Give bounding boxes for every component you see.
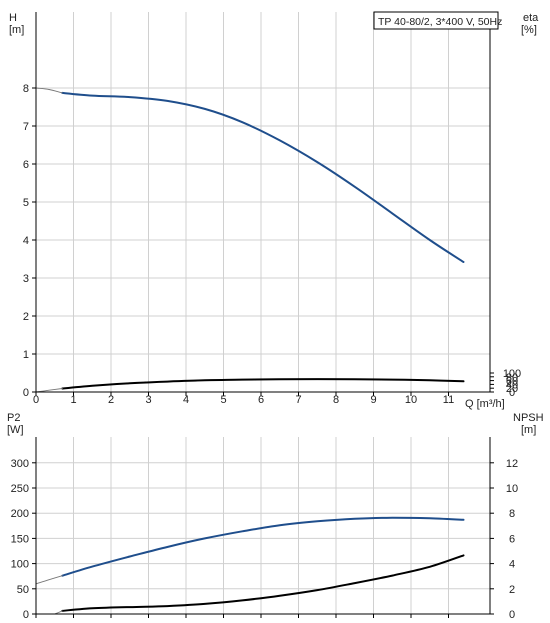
top-axes (32, 12, 494, 396)
series-line-npsh (61, 554, 465, 612)
series-line-p2 (61, 516, 465, 577)
x-tick-label: 7 (295, 394, 301, 406)
x-tick-label: 1 (70, 394, 76, 406)
x-tick-label: 3 (145, 394, 151, 406)
right-y-tick-label: 0 (509, 609, 515, 621)
x-tick-label: 5 (220, 394, 226, 406)
left-y-tick-label: 6 (23, 159, 29, 171)
top-right-axis-title: eta (523, 12, 539, 24)
right-y-tick-label: 60 (506, 376, 518, 388)
left-y-tick-label: 4 (23, 235, 29, 247)
top-curves (35, 87, 465, 393)
bottom-axes (32, 437, 494, 618)
right-y-tick-label: 10 (506, 483, 518, 495)
left-y-tick-label: 8 (23, 83, 29, 95)
right-y-tick-label: 0 (509, 387, 515, 399)
chart-title: TP 40-80/2, 3*400 V, 50Hz (378, 16, 502, 28)
bottom-left-axis-unit: [W] (7, 424, 24, 436)
bottom-grid (35, 437, 490, 615)
bottom-right-axis-unit: [m] (521, 424, 536, 436)
left-y-tick-label: 150 (11, 533, 29, 545)
right-y-tick-label: 100 (503, 368, 521, 380)
bottom-right-axis-title: NPSH (513, 412, 544, 424)
x-tick-label: 6 (258, 394, 264, 406)
left-y-tick-label: 200 (11, 508, 29, 520)
left-y-tick-label: 50 (17, 584, 29, 596)
top-left-axis-unit: [m] (9, 24, 24, 36)
series-line-eta (61, 378, 465, 390)
left-y-tick-label: 1 (23, 349, 29, 361)
series-line-h (61, 91, 465, 263)
bottom-left-axis-title: P2 (7, 412, 20, 424)
top-grid (35, 12, 490, 393)
x-tick-label: 11 (443, 394, 454, 406)
left-y-tick-label: 300 (11, 458, 29, 470)
left-y-tick-label: 100 (11, 559, 29, 571)
title-box (373, 11, 499, 30)
x-tick-label: 8 (333, 394, 339, 406)
right-y-tick-label: 20 (506, 383, 518, 395)
right-y-tick-label: 4 (509, 559, 515, 571)
right-y-tick-label: 2 (509, 584, 515, 596)
x-tick-label: 4 (183, 394, 189, 406)
left-y-tick-label: 3 (23, 273, 29, 285)
left-y-tick-label: 0 (23, 387, 29, 399)
right-y-tick-label: 8 (509, 508, 515, 520)
left-y-tick-label: 0 (23, 609, 29, 621)
top-right-axis-unit: [%] (521, 24, 537, 36)
series-line-eta-extrapolated (35, 388, 63, 393)
x-tick-label: 10 (405, 394, 417, 406)
bottom-curves (35, 516, 465, 615)
x-tick-label: 9 (370, 394, 376, 406)
series-line-p2-extrapolated (35, 575, 63, 585)
left-y-tick-label: 250 (11, 483, 29, 495)
x-tick-label: 2 (108, 394, 114, 406)
left-y-tick-label: 5 (23, 197, 29, 209)
left-y-tick-label: 2 (23, 311, 29, 323)
x-tick-label: 0 (33, 394, 39, 406)
left-y-tick-label: 7 (23, 121, 29, 133)
right-y-tick-label: 6 (509, 533, 515, 545)
right-y-tick-label: 12 (506, 458, 518, 470)
right-y-tick-label: 80 (506, 372, 518, 384)
right-y-tick-label: 40 (506, 379, 518, 391)
series-line-h-extrapolated (35, 87, 63, 94)
x-axis-title: Q [m³/h] (465, 398, 505, 410)
bottom-tick-labels: 0 50 100 150 200 250 300 0 2 4 6 8 10 12 (11, 458, 518, 621)
top-left-axis-title: H (9, 12, 17, 24)
